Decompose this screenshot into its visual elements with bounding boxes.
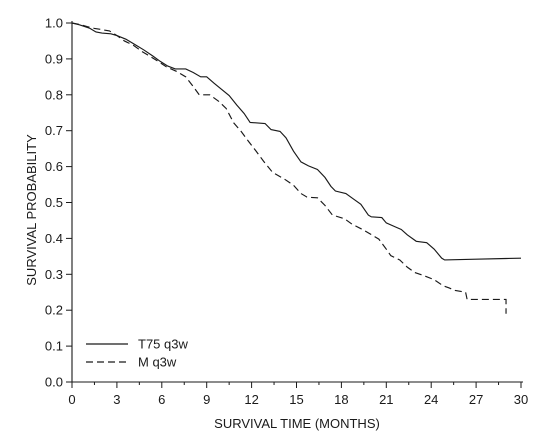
x-tick-label: 15 bbox=[289, 392, 303, 407]
legend-label-1: M q3w bbox=[138, 355, 177, 370]
y-tick-label: 0.7 bbox=[45, 123, 63, 138]
y-tick-label: 0.6 bbox=[45, 159, 63, 174]
x-axis-title: SURVIVAL TIME (MONTHS) bbox=[214, 416, 380, 431]
y-tick-label: 0.4 bbox=[45, 231, 63, 246]
x-tick-label: 9 bbox=[203, 392, 210, 407]
series-lines bbox=[71, 22, 522, 314]
y-axis-title: SURVIVAL PROBABILITY bbox=[24, 134, 39, 286]
legend-label-0: T75 q3w bbox=[138, 337, 188, 352]
x-tick-label: 24 bbox=[424, 392, 438, 407]
x-tick-label: 0 bbox=[68, 392, 75, 407]
series-line-t75-q3w bbox=[71, 22, 522, 261]
y-tick-label: 0.3 bbox=[45, 267, 63, 282]
x-tick-label: 30 bbox=[514, 392, 528, 407]
y-tick-label: 0.0 bbox=[45, 375, 63, 390]
axes: 0.0 0.1 0.2 0.3 0.4 0.5 0.6 0.7 0.8 0.9 1.0 0 3 6 9 12 1… bbox=[45, 16, 528, 408]
x-tick-label: 6 bbox=[158, 392, 165, 407]
legend: T75 q3w M q3w bbox=[86, 337, 188, 370]
series-line-m-q3w bbox=[71, 22, 507, 314]
y-tick-label: 1.0 bbox=[45, 16, 63, 31]
x-tick-label: 12 bbox=[244, 392, 258, 407]
x-tick-label: 27 bbox=[469, 392, 483, 407]
x-tick-label: 3 bbox=[113, 392, 120, 407]
x-tick-label: 18 bbox=[334, 392, 348, 407]
y-tick-label: 0.1 bbox=[45, 339, 63, 354]
y-tick-label: 0.8 bbox=[45, 87, 63, 102]
y-tick-label: 0.9 bbox=[45, 51, 63, 66]
y-tick-label: 0.2 bbox=[45, 303, 63, 318]
y-tick-label: 0.5 bbox=[45, 195, 63, 210]
x-tick-label: 21 bbox=[379, 392, 393, 407]
